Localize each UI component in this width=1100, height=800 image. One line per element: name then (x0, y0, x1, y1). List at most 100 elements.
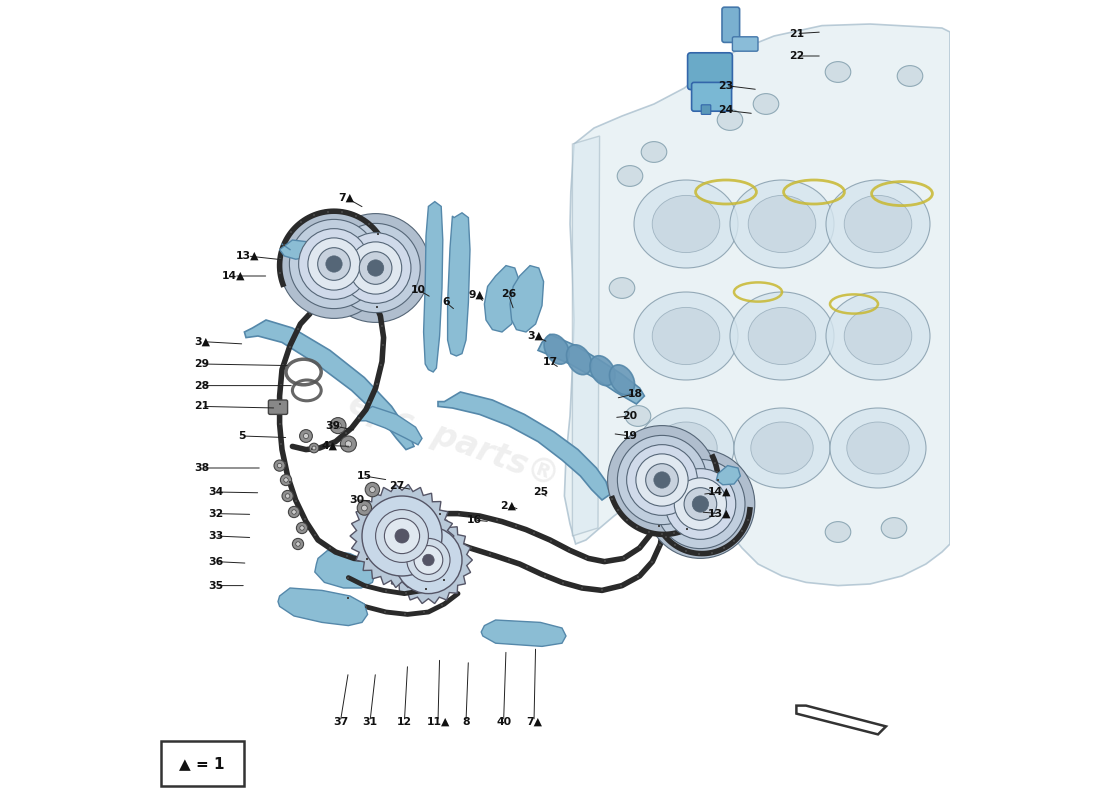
Ellipse shape (641, 142, 667, 162)
Ellipse shape (609, 365, 635, 394)
Ellipse shape (609, 278, 635, 298)
Text: 28: 28 (195, 381, 210, 390)
Text: 21: 21 (789, 29, 804, 38)
Circle shape (298, 229, 370, 299)
Ellipse shape (617, 166, 642, 186)
Text: 32: 32 (208, 509, 223, 518)
Text: 2▲: 2▲ (500, 501, 516, 510)
Circle shape (666, 469, 736, 539)
Circle shape (330, 418, 346, 434)
Text: 14▲: 14▲ (222, 271, 245, 281)
Text: 18: 18 (628, 389, 643, 398)
Ellipse shape (634, 292, 738, 380)
Circle shape (395, 526, 462, 594)
Circle shape (277, 463, 282, 468)
Ellipse shape (754, 94, 779, 114)
Ellipse shape (825, 62, 850, 82)
Circle shape (646, 450, 755, 558)
Ellipse shape (717, 110, 743, 130)
Ellipse shape (826, 292, 930, 380)
Circle shape (334, 422, 341, 429)
Ellipse shape (730, 180, 834, 268)
Ellipse shape (730, 292, 834, 380)
Circle shape (375, 510, 428, 562)
Text: 17: 17 (542, 357, 558, 366)
FancyBboxPatch shape (701, 105, 711, 114)
Circle shape (318, 248, 350, 280)
Ellipse shape (847, 422, 910, 474)
Circle shape (674, 478, 726, 530)
Circle shape (370, 486, 375, 493)
Polygon shape (564, 24, 950, 586)
Circle shape (300, 526, 305, 530)
Text: 13▲: 13▲ (235, 251, 260, 261)
Polygon shape (796, 706, 886, 734)
Circle shape (331, 223, 420, 313)
Text: 5: 5 (239, 431, 245, 441)
Circle shape (656, 459, 745, 549)
Circle shape (285, 494, 289, 498)
Text: 15: 15 (356, 471, 372, 481)
FancyBboxPatch shape (722, 7, 739, 42)
Circle shape (321, 214, 430, 322)
Text: 22: 22 (789, 51, 804, 61)
Ellipse shape (748, 307, 816, 365)
Text: 9▲: 9▲ (469, 290, 484, 299)
Text: 14▲: 14▲ (708, 487, 732, 497)
Text: 29: 29 (195, 359, 210, 369)
Text: 39: 39 (324, 421, 340, 430)
Circle shape (288, 506, 299, 518)
Ellipse shape (566, 345, 592, 374)
Polygon shape (448, 213, 470, 356)
FancyBboxPatch shape (733, 37, 758, 51)
Circle shape (308, 238, 360, 290)
Circle shape (407, 538, 450, 582)
Circle shape (422, 554, 435, 566)
FancyBboxPatch shape (268, 400, 287, 414)
Circle shape (293, 538, 304, 550)
Circle shape (304, 434, 309, 438)
Ellipse shape (652, 307, 719, 365)
Ellipse shape (734, 408, 830, 488)
Circle shape (636, 454, 689, 506)
Circle shape (365, 482, 380, 497)
Circle shape (340, 436, 356, 452)
Text: 7▲: 7▲ (338, 193, 354, 202)
Polygon shape (278, 588, 367, 626)
Circle shape (360, 252, 392, 284)
Ellipse shape (844, 307, 912, 365)
Text: 21: 21 (195, 402, 210, 411)
Ellipse shape (638, 408, 734, 488)
Circle shape (607, 426, 716, 534)
Text: 25: 25 (532, 487, 548, 497)
Circle shape (340, 233, 411, 303)
Text: 4▲: 4▲ (322, 441, 338, 450)
Polygon shape (716, 466, 740, 485)
Text: 3▲: 3▲ (194, 337, 210, 346)
Ellipse shape (825, 522, 850, 542)
Circle shape (274, 460, 285, 471)
Polygon shape (484, 266, 519, 332)
Ellipse shape (625, 406, 651, 426)
Circle shape (279, 210, 388, 318)
Ellipse shape (634, 180, 738, 268)
Circle shape (362, 496, 442, 576)
Text: 12: 12 (397, 717, 412, 726)
Text: 6: 6 (442, 298, 450, 307)
Circle shape (367, 260, 384, 276)
Ellipse shape (748, 195, 816, 253)
Text: 40: 40 (496, 717, 512, 726)
Circle shape (692, 496, 708, 512)
Ellipse shape (830, 408, 926, 488)
Ellipse shape (844, 195, 912, 253)
Circle shape (296, 542, 300, 546)
Polygon shape (384, 517, 472, 603)
Text: 7▲: 7▲ (526, 717, 542, 726)
Ellipse shape (649, 510, 674, 530)
Circle shape (289, 219, 378, 309)
Ellipse shape (654, 422, 717, 474)
Text: 34: 34 (208, 487, 223, 497)
Circle shape (358, 501, 372, 515)
Circle shape (280, 474, 292, 486)
Polygon shape (315, 550, 375, 588)
